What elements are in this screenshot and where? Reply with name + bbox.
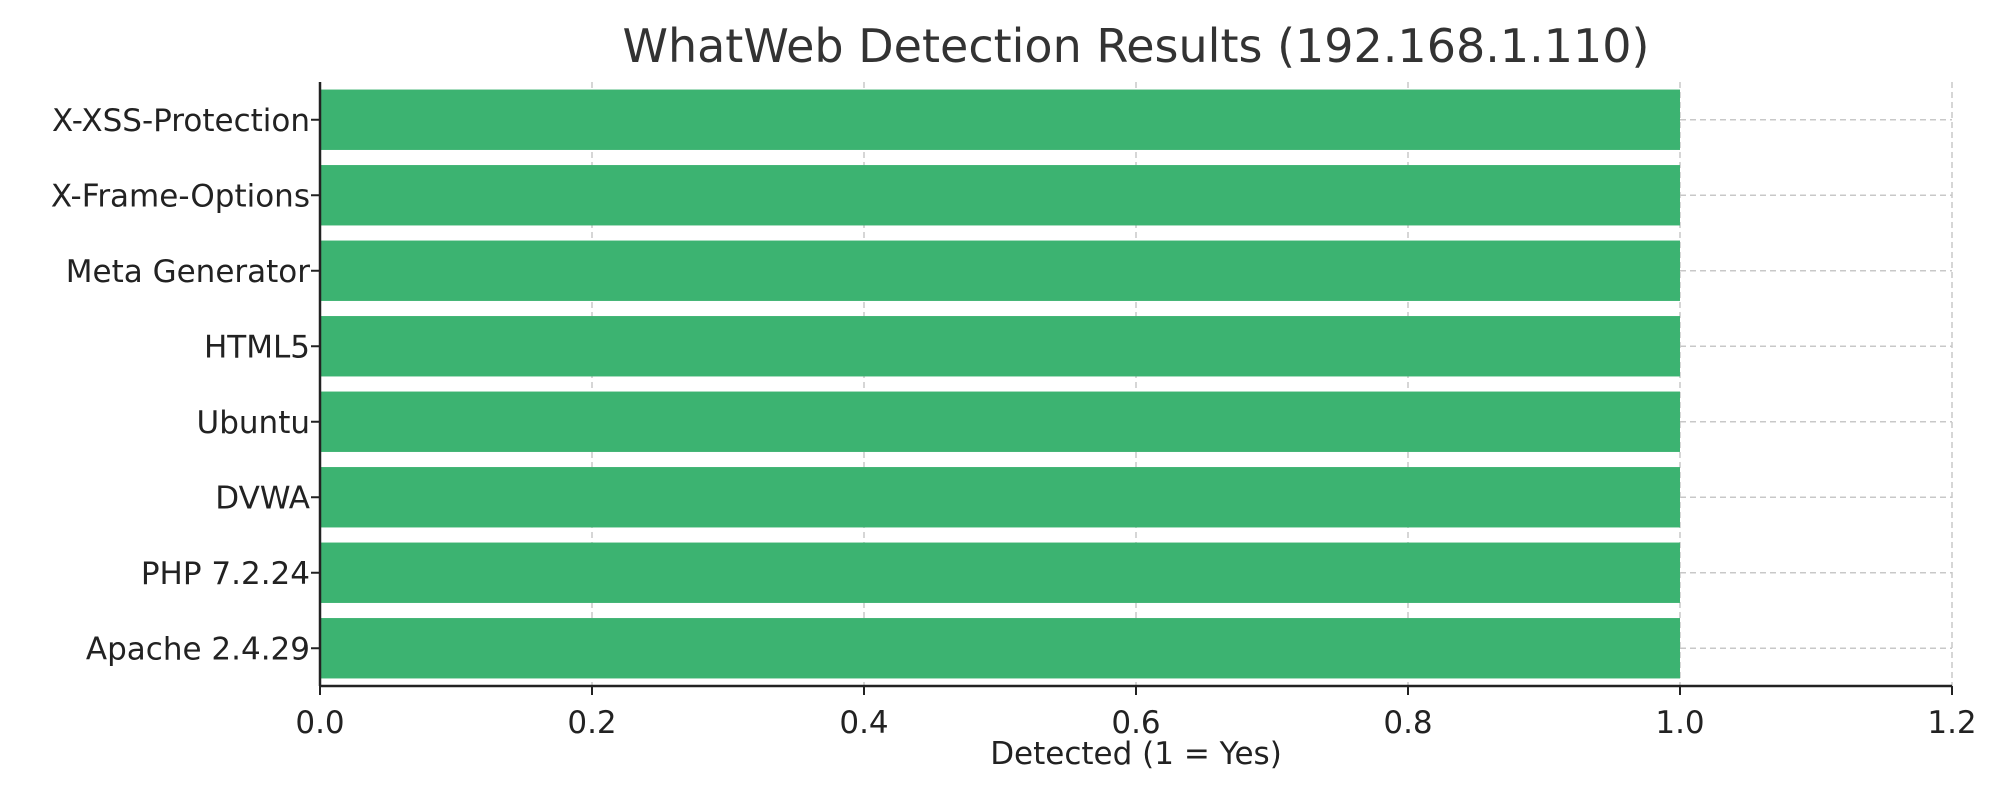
x-axis-label: Detected (1 = Yes) [990,736,1282,772]
chart-title: WhatWeb Detection Results (192.168.1.110… [622,19,1649,73]
bar [320,467,1680,528]
x-tick-label: 0.6 [1111,705,1160,741]
category-label: X-Frame-Options [51,178,310,214]
x-tick-label: 0.0 [295,705,344,741]
bar [320,165,1680,226]
bar [320,542,1680,603]
bar [320,391,1680,452]
x-tick-label: 1.2 [1927,705,1976,741]
category-label: HTML5 [204,329,310,365]
bar [320,316,1680,377]
category-label: Meta Generator [66,254,311,290]
bar [320,89,1680,150]
bar [320,618,1680,679]
category-label: PHP 7.2.24 [141,556,310,592]
bars [320,89,1680,679]
x-tick-label: 0.2 [567,705,616,741]
bar [320,240,1680,301]
category-label: Ubuntu [197,405,310,441]
category-label: X-XSS-Protection [52,103,310,139]
axes [311,82,1953,695]
category-label: Apache 2.4.29 [86,631,310,667]
category-label: DVWA [215,480,310,516]
labels: 0.0 0.2 0.4 0.6 0.8 1.0 1.2 Apache 2.4.29 PHP 7.… [51,103,1977,741]
x-tick-label: 0.4 [839,705,888,741]
x-tick-label: 0.8 [1383,705,1432,741]
x-tick-label: 1.0 [1655,705,1704,741]
